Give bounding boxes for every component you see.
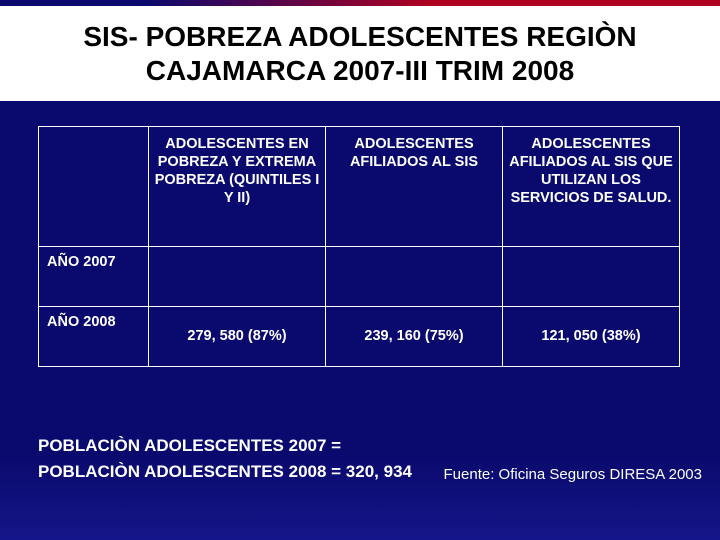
title-box: SIS- POBREZA ADOLESCENTES REGIÒN CAJAMAR… — [0, 6, 720, 101]
table-cell — [503, 247, 680, 307]
table-header-cell: ADOLESCENTES EN POBREZA Y EXTREMA POBREZ… — [149, 127, 326, 247]
data-table: ADOLESCENTES EN POBREZA Y EXTREMA POBREZ… — [38, 126, 680, 367]
table-cell — [326, 247, 503, 307]
table-rowhead: AÑO 2008 — [39, 307, 149, 367]
table-header-row: ADOLESCENTES EN POBREZA Y EXTREMA POBREZ… — [39, 127, 680, 247]
table-header-cell — [39, 127, 149, 247]
table-row: AÑO 2007 — [39, 247, 680, 307]
table-cell: 279, 580 (87%) — [149, 307, 326, 367]
table-header-cell: ADOLESCENTES AFILIADOS AL SIS — [326, 127, 503, 247]
footer-line-2: POBLACIÒN ADOLESCENTES 2008 = 320, 934 — [38, 462, 412, 482]
slide-title: SIS- POBREZA ADOLESCENTES REGIÒN CAJAMAR… — [40, 20, 680, 87]
table-rowhead: AÑO 2007 — [39, 247, 149, 307]
table-row: AÑO 2008 279, 580 (87%) 239, 160 (75%) 1… — [39, 307, 680, 367]
source-text: Fuente: Oficina Seguros DIRESA 2003 — [444, 466, 702, 483]
table-cell: 121, 050 (38%) — [503, 307, 680, 367]
footer-block: POBLACIÒN ADOLESCENTES 2007 = POBLACIÒN … — [38, 430, 412, 488]
table-cell: 239, 160 (75%) — [326, 307, 503, 367]
table-cell — [149, 247, 326, 307]
table-header-cell: ADOLESCENTES AFILIADOS AL SIS QUE UTILIZ… — [503, 127, 680, 247]
footer-line-1: POBLACIÒN ADOLESCENTES 2007 = — [38, 436, 412, 456]
data-table-wrap: ADOLESCENTES EN POBREZA Y EXTREMA POBREZ… — [38, 126, 680, 367]
